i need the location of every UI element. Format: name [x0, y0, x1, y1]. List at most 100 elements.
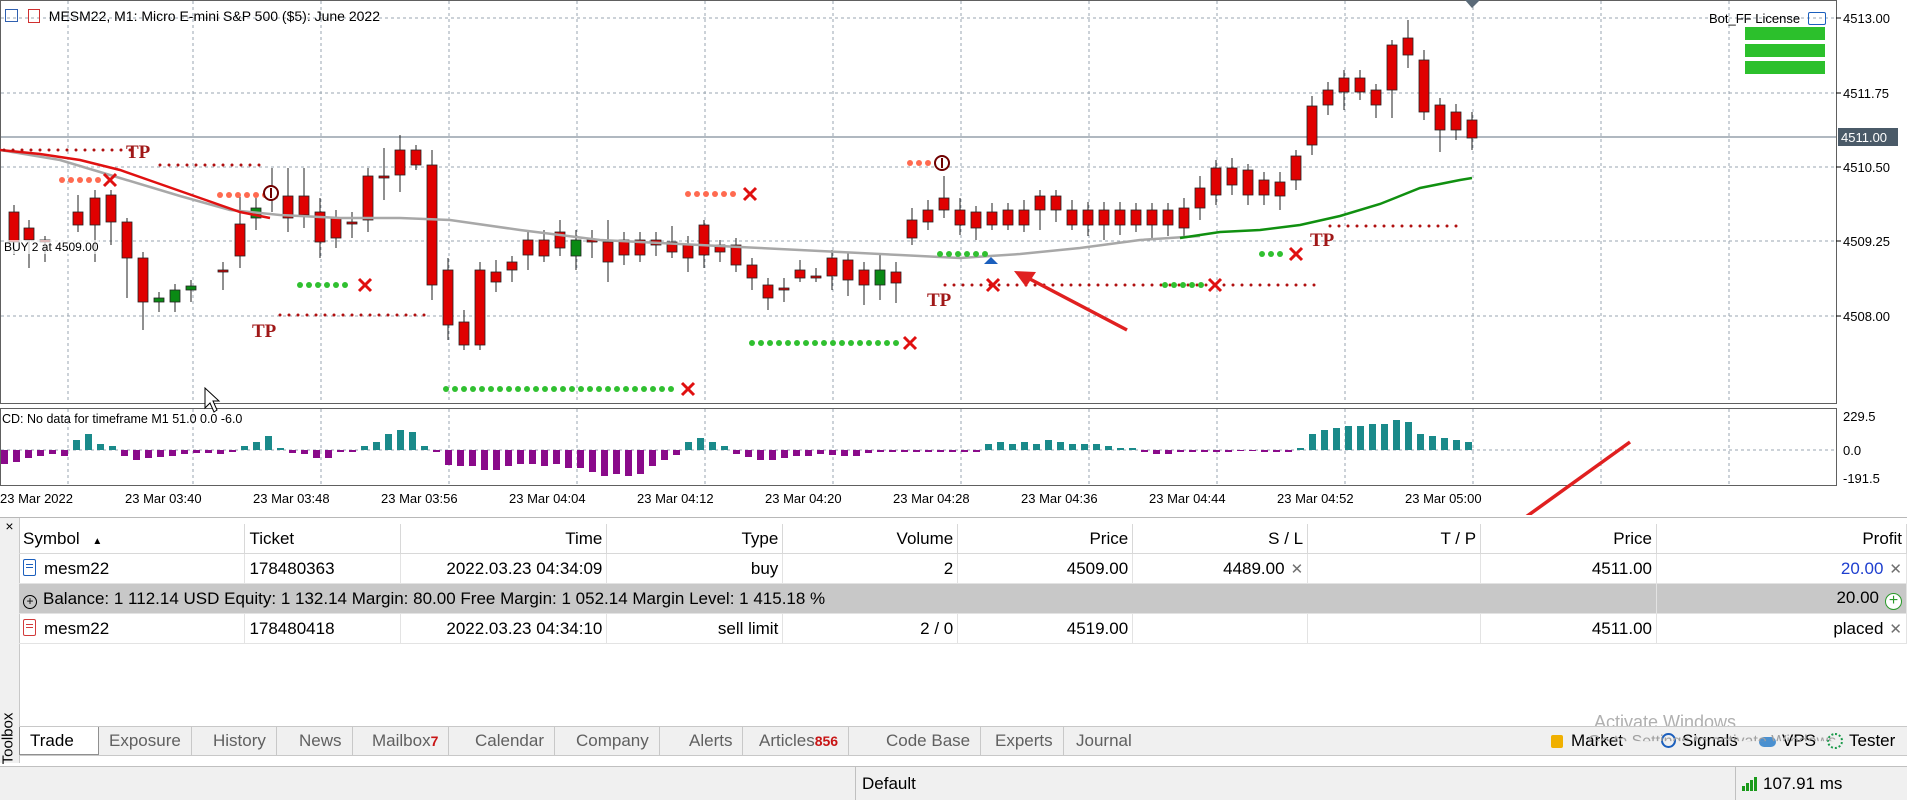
- candle[interactable]: [954, 209, 966, 226]
- tab-trade[interactable]: Trade: [19, 727, 99, 755]
- tab-code-base[interactable]: Code Base: [876, 727, 982, 755]
- candle[interactable]: [522, 239, 534, 256]
- close-position-icon[interactable]: ✕: [1889, 560, 1902, 578]
- candle[interactable]: [1386, 44, 1398, 91]
- candle[interactable]: [137, 257, 149, 303]
- connection-status[interactable]: 107.91 ms: [1735, 767, 1907, 800]
- candle[interactable]: [105, 194, 117, 223]
- table-row[interactable]: mesm22 178480363 2022.03.23 04:34:09 buy…: [19, 553, 1907, 584]
- candle[interactable]: [1274, 181, 1286, 197]
- candle[interactable]: [185, 285, 197, 291]
- candle[interactable]: [121, 221, 133, 259]
- candle[interactable]: [570, 239, 582, 257]
- candle[interactable]: [602, 241, 614, 263]
- tab-mailbox[interactable]: Mailbox7: [362, 727, 450, 755]
- candle[interactable]: [842, 259, 854, 281]
- candle[interactable]: [746, 264, 758, 279]
- candle[interactable]: [474, 269, 486, 346]
- row-sl[interactable]: [1132, 613, 1309, 644]
- tab-company[interactable]: Company: [566, 727, 660, 755]
- candle[interactable]: [538, 239, 550, 257]
- chart-shift-marker-icon[interactable]: [1465, 0, 1480, 8]
- candle[interactable]: [330, 217, 342, 239]
- tester-button[interactable]: Tester: [1827, 727, 1895, 755]
- candle[interactable]: [698, 224, 710, 256]
- candle[interactable]: [1066, 209, 1078, 226]
- candle[interactable]: [314, 211, 326, 243]
- price-chart[interactable]: 4513.00 4511.75 4510.50 4509.25 4508.00 4511.…: [0, 0, 1907, 515]
- candle[interactable]: [23, 227, 35, 241]
- delete-order-icon[interactable]: ✕: [1889, 620, 1902, 638]
- candle[interactable]: [1338, 77, 1350, 93]
- candle[interactable]: [762, 284, 774, 299]
- row-tp[interactable]: [1307, 553, 1482, 584]
- candle[interactable]: [1306, 105, 1318, 146]
- row-sl[interactable]: 4489.00: [1223, 558, 1285, 578]
- chart-ticker-icon[interactable]: [27, 9, 40, 23]
- col-sl[interactable]: S / L: [1132, 524, 1309, 554]
- candle[interactable]: [874, 269, 886, 286]
- candle[interactable]: [922, 209, 934, 223]
- tab-articles[interactable]: Articles856: [749, 727, 850, 755]
- candle[interactable]: [938, 197, 950, 211]
- candle[interactable]: [1402, 37, 1414, 56]
- tab-history[interactable]: History: [203, 727, 277, 755]
- candle[interactable]: [1146, 209, 1158, 226]
- col-type[interactable]: Type: [606, 524, 784, 554]
- candle[interactable]: [89, 197, 101, 226]
- signals-button[interactable]: Signals: [1661, 727, 1738, 755]
- candle[interactable]: [1322, 89, 1334, 106]
- candle[interactable]: [1178, 207, 1190, 229]
- candle[interactable]: [794, 269, 806, 279]
- col-volume[interactable]: Volume: [782, 524, 959, 554]
- vps-button[interactable]: VPS: [1759, 727, 1816, 755]
- tab-news[interactable]: News: [289, 727, 353, 755]
- candle[interactable]: [8, 211, 20, 243]
- expand-icon[interactable]: +: [23, 594, 37, 609]
- candle[interactable]: [1242, 169, 1254, 196]
- candle[interactable]: [1050, 195, 1062, 211]
- candle[interactable]: [458, 321, 470, 346]
- col-time[interactable]: Time: [400, 524, 608, 554]
- candle[interactable]: [410, 149, 422, 166]
- candle[interactable]: [906, 219, 918, 239]
- candle[interactable]: [1434, 104, 1446, 131]
- candle[interactable]: [1034, 195, 1046, 211]
- candle[interactable]: [362, 175, 374, 221]
- tab-experts[interactable]: Experts: [985, 727, 1064, 755]
- candle[interactable]: [442, 269, 454, 326]
- candle[interactable]: [682, 244, 694, 259]
- tab-journal[interactable]: Journal: [1066, 727, 1142, 755]
- candle[interactable]: [1466, 119, 1478, 139]
- candle[interactable]: [890, 271, 902, 284]
- candle[interactable]: [554, 231, 566, 249]
- candle[interactable]: [1290, 155, 1302, 181]
- candle[interactable]: [394, 149, 406, 176]
- candle[interactable]: [217, 269, 229, 273]
- candle[interactable]: [666, 241, 678, 253]
- candle[interactable]: [986, 211, 998, 226]
- candle[interactable]: [634, 239, 646, 256]
- candle[interactable]: [1354, 77, 1366, 93]
- candle[interactable]: [730, 244, 742, 266]
- candle[interactable]: [378, 175, 390, 179]
- chart-canvas[interactable]: 4513.00 4511.75 4510.50 4509.25 4508.00 4511.…: [0, 0, 1907, 515]
- candle[interactable]: [858, 269, 870, 286]
- market-button[interactable]: Market: [1551, 727, 1623, 755]
- tab-exposure[interactable]: Exposure: [99, 727, 192, 755]
- candle[interactable]: [282, 195, 294, 219]
- candle[interactable]: [1018, 209, 1030, 226]
- candle[interactable]: [1002, 209, 1014, 226]
- col-symbol[interactable]: Symbol ▲: [19, 524, 246, 554]
- candle[interactable]: [1418, 59, 1430, 113]
- candle[interactable]: [298, 195, 310, 216]
- col-tp[interactable]: T / P: [1307, 524, 1482, 554]
- candle[interactable]: [826, 257, 838, 277]
- candle[interactable]: [1114, 209, 1126, 226]
- candle[interactable]: [1082, 209, 1094, 226]
- col-profit[interactable]: Profit: [1656, 524, 1907, 554]
- candle[interactable]: [1194, 187, 1206, 209]
- col-ticket[interactable]: Ticket: [244, 524, 402, 554]
- row-tp[interactable]: [1307, 613, 1482, 644]
- candle[interactable]: [169, 289, 181, 303]
